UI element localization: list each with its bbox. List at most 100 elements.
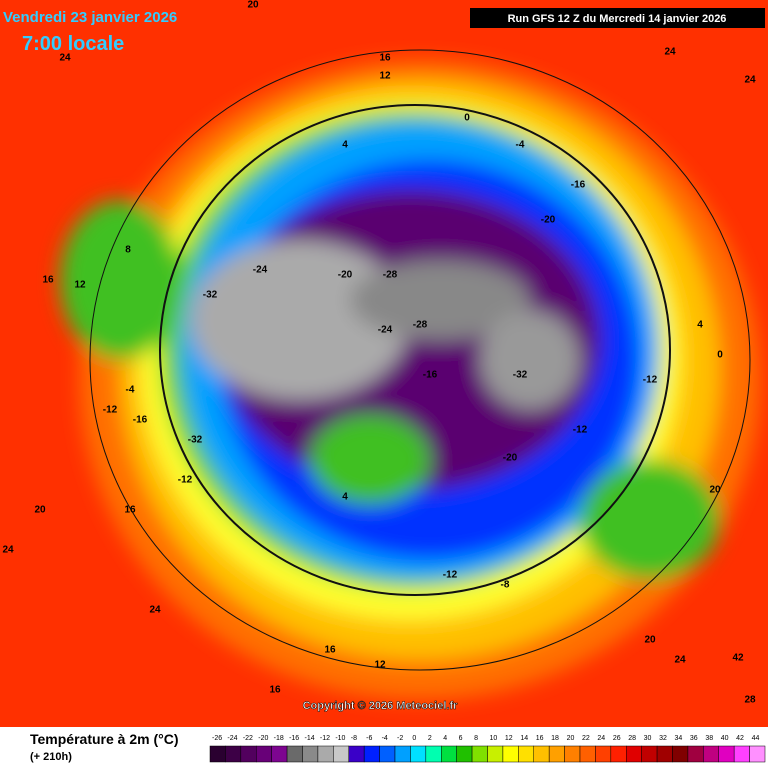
color-swatch [256, 745, 272, 763]
legend-tick-label: 2 [428, 735, 432, 742]
temperature-label: 12 [74, 280, 86, 291]
legend-tick-label: -18 [274, 735, 284, 742]
legend-tick-label: 10 [490, 735, 498, 742]
color-swatch [626, 745, 642, 763]
date: Vendredi 23 janvier 2026 [3, 9, 177, 26]
legend-tick-label: 0 [412, 735, 416, 742]
temperature-label: -16 [423, 370, 438, 381]
temperature-label: -28 [413, 320, 428, 331]
legend-tick-label: 30 [644, 735, 652, 742]
legend-tick-label: 16 [536, 735, 544, 742]
temperature-label: -32 [513, 370, 528, 381]
temperature-label: -24 [253, 265, 268, 276]
temperature-label: -16 [571, 180, 586, 191]
color-swatch [379, 745, 396, 763]
temperature-label: 16 [124, 505, 136, 516]
color-swatch [410, 745, 427, 763]
temperature-label: -20 [503, 453, 518, 464]
temperature-label: 42 [732, 653, 744, 664]
color-swatch [656, 745, 673, 763]
color-swatch [641, 745, 658, 763]
temperature-label: 24 [664, 47, 676, 58]
temperature-label: 4 [697, 320, 703, 331]
legend-tick-label: 26 [613, 735, 621, 742]
color-swatch [394, 745, 411, 763]
legend-tick-label: -2 [397, 735, 403, 742]
legend-tick-label: 38 [705, 735, 713, 742]
color-swatch [518, 745, 534, 763]
temperature-label: -24 [378, 325, 393, 336]
legend-tick-label: 40 [721, 735, 729, 742]
temperature-label: 20 [709, 485, 721, 496]
temperature-label: -20 [541, 215, 556, 226]
legend-tick-label: -4 [382, 735, 388, 742]
temperature-label: -12 [178, 475, 193, 486]
temperature-label: 12 [379, 71, 391, 82]
color-swatch [703, 745, 719, 763]
temperature-label: -8 [501, 580, 510, 591]
legend-tick-label: 4 [443, 735, 447, 742]
temperature-label: -12 [103, 405, 118, 416]
temperature-label: 20 [644, 635, 656, 646]
color-swatch [564, 745, 581, 763]
legend-tick-label: -14 [305, 735, 315, 742]
temperature-label: 4 [342, 140, 348, 151]
color-swatch [672, 745, 689, 763]
color-swatch [687, 745, 704, 763]
run-box [470, 8, 765, 28]
color-swatch [749, 745, 766, 763]
legend-tick-label: 42 [736, 735, 744, 742]
legend-tick-label: -20 [258, 735, 268, 742]
color-swatch [487, 745, 504, 763]
color-swatch [348, 745, 365, 763]
temperature-label: 24 [674, 655, 686, 666]
legend-tick-label: 8 [474, 735, 478, 742]
color-swatch [595, 745, 612, 763]
legend-tick-label: -26 [212, 735, 222, 742]
temperature-label: 28 [744, 695, 756, 706]
color-swatch [286, 745, 303, 763]
color-swatch [333, 745, 350, 763]
temperature-label: -32 [188, 435, 203, 446]
color-swatch [733, 745, 750, 763]
temperature-label: 16 [42, 275, 54, 286]
legend-tick-label: -22 [243, 735, 253, 742]
color-swatch [610, 745, 627, 763]
legend-tick-label: 14 [520, 735, 528, 742]
temperature-label: 4 [342, 492, 348, 503]
color-swatch [533, 745, 550, 763]
legend-tick-label: 6 [459, 735, 463, 742]
legend-tick-label: -12 [320, 735, 330, 742]
legend-tick-label: -16 [289, 735, 299, 742]
time: 7:00 locale [22, 33, 124, 55]
map-background [0, 0, 768, 727]
legend-subtitle: (+ 210h) [30, 751, 72, 763]
color-swatch [718, 745, 735, 763]
temperature-label: -12 [573, 425, 588, 436]
temperature-label: -12 [443, 570, 458, 581]
color-swatch [579, 745, 596, 763]
legend-tick-label: 36 [690, 735, 698, 742]
color-swatch [425, 745, 442, 763]
legend-tick-label: -24 [227, 735, 237, 742]
temperature-label: 16 [379, 53, 391, 64]
legend-tick-label: 24 [597, 735, 605, 742]
color-swatch [441, 745, 457, 763]
temperature-label: 24 [149, 605, 161, 616]
temperature-label: -4 [516, 140, 525, 151]
temperature-label: 24 [744, 75, 756, 86]
legend-tick-label: 28 [628, 735, 636, 742]
temperature-label: 8 [125, 245, 131, 256]
legend-tick-label: 20 [567, 735, 575, 742]
temperature-label: 24 [2, 545, 14, 556]
temperature-label: 16 [324, 645, 336, 656]
color-swatch [456, 745, 473, 763]
temperature-label: 20 [34, 505, 46, 516]
color-swatch [209, 745, 226, 763]
temperature-label: 0 [464, 113, 470, 124]
temperature-label: 24 [59, 53, 71, 64]
color-swatch [502, 745, 519, 763]
color-swatch [471, 745, 488, 763]
legend-tick-label: 34 [675, 735, 683, 742]
color-swatch [317, 745, 334, 763]
